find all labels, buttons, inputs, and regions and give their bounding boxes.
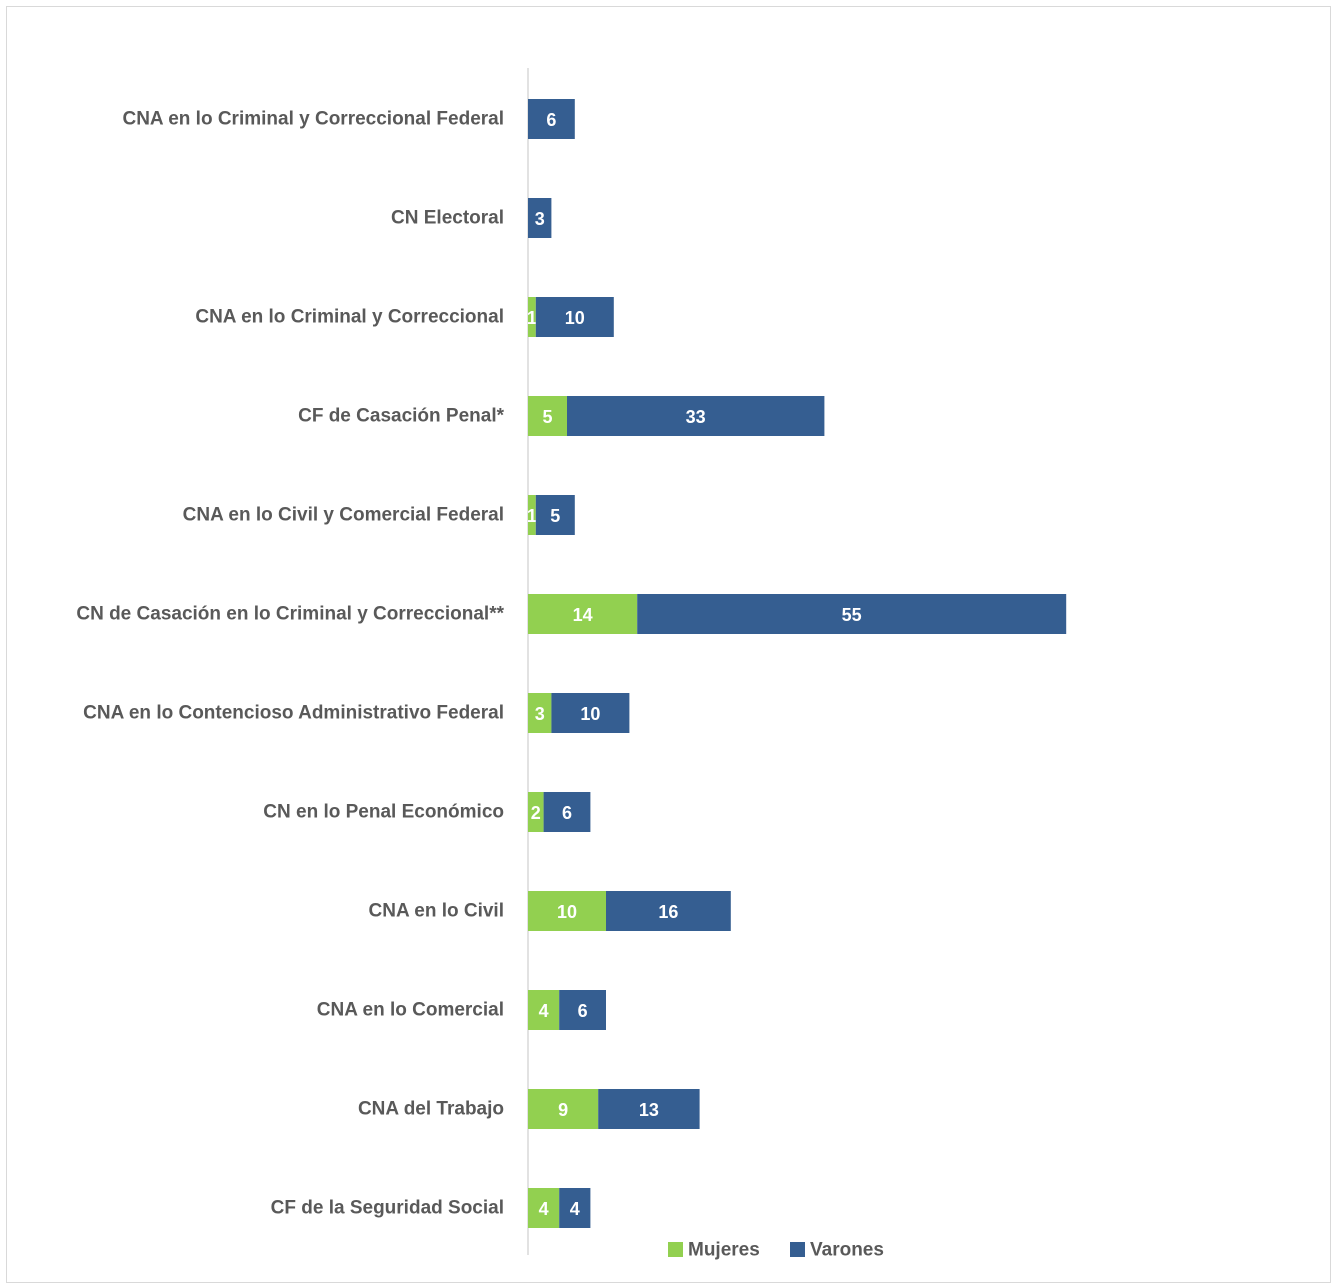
category-label: CNA en lo Civil y Comercial Federal: [183, 505, 504, 526]
legend-label-varones: Varones: [810, 1240, 884, 1261]
data-label-varones: 13: [639, 1100, 659, 1120]
bar-mujeres-10: [528, 1089, 599, 1129]
category-label: CNA en lo Criminal y Correccional Federa…: [122, 109, 504, 130]
data-label-mujeres: 1: [527, 308, 537, 328]
category-label: CNA en lo Contencioso Administrativo Fed…: [83, 703, 504, 724]
category-label: CNA en lo Civil: [369, 901, 504, 922]
data-label-mujeres: 4: [539, 1199, 549, 1219]
category-label: CN en lo Penal Económico: [263, 802, 504, 823]
data-label-mujeres: 3: [535, 704, 545, 724]
category-label: CF de Casación Penal*: [298, 406, 505, 427]
bar-varones-2: [535, 297, 614, 337]
data-label-varones: 33: [686, 407, 706, 427]
bar-varones-11: [559, 1188, 591, 1228]
category-label: CF de la Seguridad Social: [271, 1198, 504, 1219]
bar-mujeres-5: [528, 594, 638, 634]
bar-mujeres-2: [528, 297, 536, 337]
data-label-mujeres: 14: [573, 605, 593, 625]
data-label-mujeres: 5: [542, 407, 552, 427]
legend-swatch-mujeres: [668, 1242, 683, 1257]
legend-label-mujeres: Mujeres: [688, 1240, 760, 1261]
data-label-varones: 10: [565, 308, 585, 328]
bar-varones-10: [598, 1089, 700, 1129]
category-label: CN Electoral: [391, 208, 504, 229]
bar-mujeres-6: [528, 693, 552, 733]
category-label: CNA en lo Comercial: [317, 1000, 504, 1021]
bar-mujeres-9: [528, 990, 560, 1030]
bar-mujeres-7: [528, 792, 544, 832]
data-label-mujeres: 9: [558, 1100, 568, 1120]
bar-varones-5: [637, 594, 1067, 634]
data-label-varones: 3: [535, 209, 545, 229]
data-label-mujeres: 10: [557, 902, 577, 922]
bar-mujeres-4: [528, 495, 536, 535]
data-label-varones: 10: [580, 704, 600, 724]
category-label: CNA en lo Criminal y Correccional: [195, 307, 504, 328]
bar-mujeres-8: [528, 891, 606, 931]
bar-mujeres-3: [528, 396, 567, 436]
bar-varones-1: [528, 198, 552, 238]
data-label-varones: 16: [658, 902, 678, 922]
data-label-mujeres: 2: [531, 803, 541, 823]
data-label-mujeres: 4: [539, 1001, 549, 1021]
bar-varones-4: [535, 495, 575, 535]
bar-varones-6: [551, 693, 630, 733]
chart-frame: [6, 6, 1331, 1283]
bar-varones-8: [606, 891, 731, 931]
data-label-varones: 6: [562, 803, 572, 823]
bar-mujeres-11: [528, 1188, 560, 1228]
legend-swatch-varones: [790, 1242, 805, 1257]
data-label-mujeres: 1: [527, 506, 537, 526]
bar-varones-0: [528, 99, 575, 139]
category-label: CNA del Trabajo: [358, 1099, 504, 1120]
data-label-varones: 5: [550, 506, 560, 526]
data-label-varones: 6: [546, 110, 556, 130]
category-label: CN de Casación en lo Criminal y Correcci…: [76, 604, 504, 625]
bar-varones-7: [543, 792, 591, 832]
bar-varones-9: [559, 990, 606, 1030]
data-label-varones: 55: [842, 605, 862, 625]
bar-varones-3: [567, 396, 825, 436]
data-label-varones: 6: [578, 1001, 588, 1021]
data-label-varones: 4: [570, 1199, 580, 1219]
